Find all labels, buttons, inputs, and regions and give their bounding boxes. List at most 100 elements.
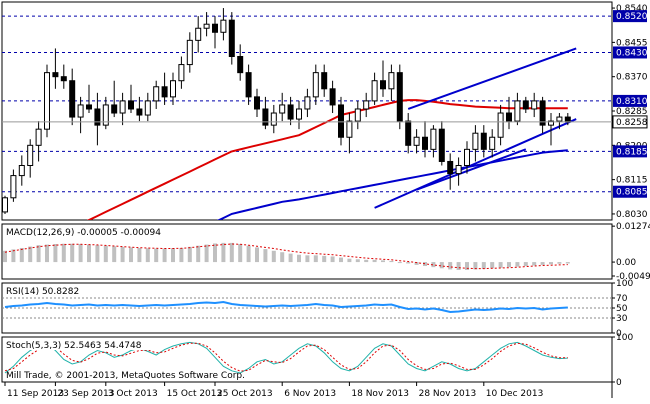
candle-body [203, 23, 210, 29]
candle-body [506, 112, 512, 122]
candle-body [354, 108, 361, 122]
stoch-label-bg [4, 339, 150, 350]
candle-body [102, 104, 109, 126]
candle-body [396, 72, 403, 122]
chart-watermark: Mill Trade, © 2001-2013, MetaQuotes Soft… [6, 371, 245, 381]
current-price-label-bg [612, 115, 648, 129]
candle-body [564, 116, 571, 123]
x-tick-label: 10 Dec 2013 [486, 389, 544, 399]
stoch-signal-line [4, 342, 568, 372]
candle-body [489, 136, 496, 150]
candle-body [279, 104, 286, 114]
macd-histogram-bar [305, 255, 310, 263]
macd-histogram-bar [456, 262, 461, 270]
x-tick-label: 15 Oct 2013 [167, 389, 223, 399]
macd-histogram-bar [414, 262, 419, 265]
moving-average-red [86, 99, 568, 220]
candle-body [195, 27, 202, 41]
candle-body [220, 19, 227, 33]
macd-histogram-bar [364, 259, 369, 263]
macd-histogram-bar [532, 262, 537, 266]
candle-body [10, 175, 17, 199]
rsi-label: RSI(14) 50.8282 [6, 287, 79, 297]
macd-histogram-bar [196, 245, 201, 263]
trend-line [407, 47, 577, 110]
candle-body [144, 100, 151, 116]
candle-body [18, 165, 25, 177]
x-tick-label: 25 Oct 2013 [217, 389, 273, 399]
macd-histogram-bar [381, 260, 385, 263]
candle-body [329, 88, 336, 106]
macd-histogram-bar [313, 255, 318, 263]
candle-body [245, 72, 252, 98]
macd-histogram-bar [473, 262, 478, 270]
macd-histogram-bar [372, 259, 377, 263]
macd-label-bg [4, 226, 152, 237]
macd-scale-label: -0.00494 [616, 272, 650, 282]
stoch-scale-label: 100 [616, 333, 633, 343]
macd-histogram-bar [70, 243, 75, 263]
price-scale-label: 0.8370 [616, 73, 648, 83]
candle-body [388, 72, 395, 90]
candle-body [2, 197, 8, 213]
level-label-bg [613, 94, 647, 107]
candle-body [556, 116, 563, 122]
candle-body [296, 108, 302, 120]
trend-line [416, 148, 527, 191]
macd-histogram-bar [439, 262, 444, 269]
macd-histogram-bar [280, 252, 285, 263]
macd-histogram-bar [103, 245, 108, 263]
candle-body [304, 96, 311, 110]
macd-scale-label: 0.00 [616, 258, 636, 268]
level-label: 0.8430 [616, 48, 648, 58]
x-tick-label: 11 Sep 2013 [7, 389, 64, 399]
candle-body [321, 72, 328, 90]
candle-body [128, 100, 134, 110]
level-label-bg [613, 46, 647, 59]
candle-body [136, 108, 143, 116]
candle-body [472, 132, 479, 150]
price-scale-label: 0.8030 [616, 210, 648, 220]
macd-histogram-bar [95, 245, 100, 263]
macd-histogram-bar [162, 248, 167, 263]
macd-histogram-bar [271, 250, 276, 263]
macd-histogram-bar [28, 246, 33, 263]
candle-body [539, 100, 546, 126]
rsi-scale-label: 0 [616, 329, 622, 339]
candle-body [178, 64, 185, 82]
candle-body [455, 165, 462, 175]
candle-body [380, 80, 386, 90]
candle-body [497, 112, 504, 138]
candle-body [69, 80, 76, 118]
macd-histogram-bar [45, 244, 49, 263]
macd-histogram-bar [187, 246, 192, 263]
level-label: 0.8520 [616, 12, 648, 22]
macd-histogram-bar [78, 244, 83, 263]
macd-histogram-bar [565, 262, 570, 264]
rsi-scale-label: 30 [616, 314, 628, 324]
candle-body [312, 72, 319, 98]
macd-histogram-bar [431, 262, 436, 268]
macd-histogram-bar [129, 247, 133, 263]
macd-histogram-bar [246, 245, 251, 263]
candle-body [405, 120, 412, 146]
level-label-bg [613, 145, 647, 158]
macd-histogram-bar [53, 244, 58, 263]
macd-histogram-bar [179, 247, 184, 263]
candle-body [254, 96, 260, 110]
macd-histogram-bar [288, 253, 293, 263]
macd-histogram-bar [137, 247, 142, 263]
candle-body [346, 120, 353, 138]
candle-body [447, 160, 454, 175]
candle-body [548, 120, 554, 126]
price-scale-label: 0.8115 [616, 176, 648, 186]
level-label-bg [613, 10, 647, 23]
x-tick-label: 28 Nov 2013 [419, 389, 477, 399]
macd-histogram-bar [339, 257, 343, 263]
candle-body [270, 112, 277, 126]
level-label: 0.8085 [616, 188, 648, 198]
